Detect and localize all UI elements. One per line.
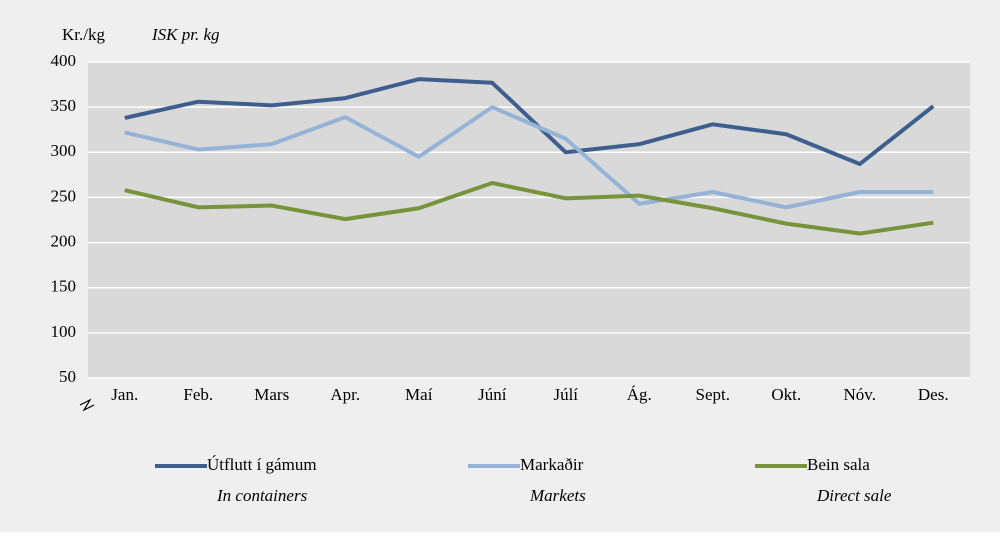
series-line: [124, 180, 934, 236]
y-tick-label: 350: [51, 96, 77, 115]
x-tick-label: Júlí: [553, 385, 578, 404]
legend-label: Markaðir: [520, 455, 584, 474]
axis-break: [79, 398, 95, 412]
y-axis-label-en: ISK pr. kg: [151, 25, 220, 44]
series-line: [124, 105, 934, 210]
y-tick-label: 400: [51, 51, 77, 70]
legend-label-en: In containers: [216, 486, 308, 505]
y-axis-label: Kr./kg: [62, 25, 105, 44]
y-tick-label: 50: [59, 367, 76, 386]
y-tick-label: 150: [51, 277, 77, 296]
x-tick-label: Nóv.: [844, 385, 876, 404]
legend-label-en: Markets: [529, 486, 586, 505]
x-tick-label: Jan.: [111, 385, 138, 404]
x-tick-label: Júní: [478, 385, 507, 404]
x-tick-label: Apr.: [330, 385, 360, 404]
legend-label: Útflutt í gámum: [207, 455, 317, 474]
x-tick-label: Sept.: [696, 385, 730, 404]
x-tick-label: Maí: [405, 385, 433, 404]
plot-area: [88, 62, 970, 378]
y-tick-label: 200: [51, 231, 77, 250]
y-tick-label: 250: [51, 186, 77, 205]
x-tick-label: Des.: [918, 385, 949, 404]
series-line: [124, 77, 935, 167]
legend-label-en: Direct sale: [816, 486, 892, 505]
x-tick-label: Mars: [254, 385, 289, 404]
y-tick-label: 100: [51, 322, 77, 341]
x-tick-label: Feb.: [183, 385, 213, 404]
x-tick-label: Ág.: [627, 385, 652, 404]
x-tick-label: Okt.: [771, 385, 801, 404]
y-tick-label: 300: [51, 141, 77, 160]
legend-label: Bein sala: [807, 455, 870, 474]
